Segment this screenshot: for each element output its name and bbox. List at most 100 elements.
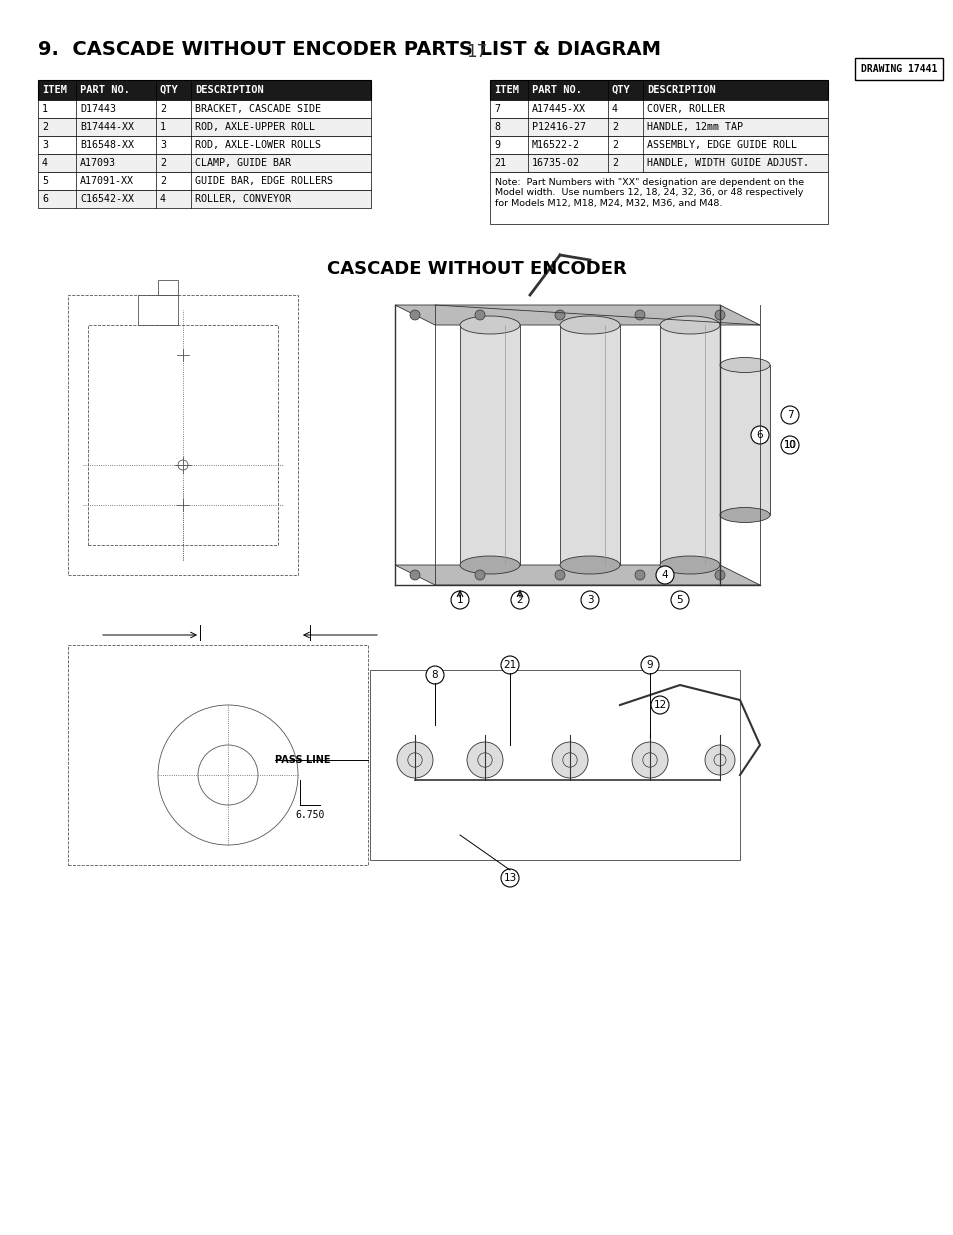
Text: M16522-2: M16522-2 — [532, 140, 579, 149]
Text: HANDLE, 12mm TAP: HANDLE, 12mm TAP — [646, 122, 742, 132]
Circle shape — [396, 742, 433, 778]
Text: 16735-02: 16735-02 — [532, 158, 579, 168]
Text: 3: 3 — [160, 140, 166, 149]
Circle shape — [555, 571, 564, 580]
Circle shape — [635, 310, 644, 320]
Circle shape — [650, 697, 668, 714]
Text: PART NO.: PART NO. — [532, 85, 581, 95]
Text: A17091-XX: A17091-XX — [80, 177, 133, 186]
Text: 1: 1 — [456, 595, 463, 605]
Bar — [38, 136, 371, 154]
Text: 13: 13 — [503, 873, 517, 883]
Text: 3: 3 — [42, 140, 48, 149]
Circle shape — [467, 742, 502, 778]
Circle shape — [500, 869, 518, 887]
Text: 2: 2 — [612, 158, 618, 168]
Text: PASS LINE: PASS LINE — [274, 755, 330, 764]
Bar — [490, 136, 827, 154]
Bar — [38, 172, 371, 190]
Text: QTY: QTY — [160, 85, 178, 95]
Text: DESCRIPTION: DESCRIPTION — [194, 85, 263, 95]
Circle shape — [552, 742, 587, 778]
Circle shape — [555, 310, 564, 320]
Text: COVER, ROLLER: COVER, ROLLER — [646, 104, 724, 114]
Text: HANDLE, WIDTH GUIDE ADJUST.: HANDLE, WIDTH GUIDE ADJUST. — [646, 158, 808, 168]
Circle shape — [635, 571, 644, 580]
Bar — [490, 80, 827, 100]
Circle shape — [781, 436, 799, 454]
Text: 7: 7 — [494, 104, 499, 114]
Bar — [854, 58, 942, 80]
Circle shape — [631, 742, 667, 778]
Text: ITEM: ITEM — [42, 85, 67, 95]
Text: 10: 10 — [783, 440, 796, 450]
Circle shape — [475, 310, 484, 320]
Text: 2: 2 — [160, 177, 166, 186]
Bar — [88, 325, 277, 545]
Bar — [559, 325, 619, 564]
Ellipse shape — [459, 556, 519, 574]
Text: CLAMP, GUIDE BAR: CLAMP, GUIDE BAR — [194, 158, 291, 168]
Bar — [659, 325, 720, 564]
Text: 3: 3 — [586, 595, 593, 605]
Circle shape — [714, 571, 724, 580]
Text: 2: 2 — [517, 595, 523, 605]
Circle shape — [475, 571, 484, 580]
Circle shape — [451, 592, 469, 609]
Text: 9: 9 — [646, 659, 653, 671]
Bar — [490, 100, 827, 119]
Ellipse shape — [559, 556, 619, 574]
Bar — [38, 190, 371, 207]
Bar — [68, 645, 368, 864]
Text: 1: 1 — [42, 104, 48, 114]
Circle shape — [714, 310, 724, 320]
Bar — [38, 119, 371, 136]
Text: PART NO.: PART NO. — [80, 85, 130, 95]
Circle shape — [640, 656, 659, 674]
Bar — [68, 295, 297, 576]
Bar — [158, 280, 178, 295]
Text: 8: 8 — [432, 671, 437, 680]
Text: 4: 4 — [661, 571, 668, 580]
Text: 1: 1 — [160, 122, 166, 132]
Text: 4: 4 — [160, 194, 166, 204]
Ellipse shape — [720, 508, 769, 522]
Text: 5: 5 — [676, 595, 682, 605]
Circle shape — [670, 592, 688, 609]
Text: ROLLER, CONVEYOR: ROLLER, CONVEYOR — [194, 194, 291, 204]
Circle shape — [704, 745, 734, 776]
Bar — [720, 366, 769, 515]
Polygon shape — [395, 564, 760, 585]
Circle shape — [410, 310, 419, 320]
Circle shape — [426, 666, 443, 684]
Text: 10: 10 — [782, 440, 796, 450]
Text: ITEM: ITEM — [494, 85, 518, 95]
Text: 4: 4 — [612, 104, 618, 114]
Text: 8: 8 — [494, 122, 499, 132]
Bar — [490, 154, 827, 172]
Bar — [490, 119, 827, 136]
Text: 9.  CASCADE WITHOUT ENCODER PARTS LIST & DIAGRAM: 9. CASCADE WITHOUT ENCODER PARTS LIST & … — [38, 40, 660, 59]
Text: B16548-XX: B16548-XX — [80, 140, 133, 149]
Text: 6.750: 6.750 — [295, 810, 324, 820]
Text: 6: 6 — [756, 430, 762, 440]
Text: 5: 5 — [42, 177, 48, 186]
Bar — [38, 80, 371, 100]
Text: A17093: A17093 — [80, 158, 116, 168]
Text: C16542-XX: C16542-XX — [80, 194, 133, 204]
Text: ROD, AXLE-UPPER ROLL: ROD, AXLE-UPPER ROLL — [194, 122, 314, 132]
Circle shape — [656, 566, 673, 584]
Circle shape — [511, 592, 529, 609]
Circle shape — [781, 406, 799, 424]
Text: 2: 2 — [42, 122, 48, 132]
Text: 6: 6 — [42, 194, 48, 204]
Ellipse shape — [459, 316, 519, 333]
Bar — [459, 325, 519, 564]
Text: 17: 17 — [466, 43, 487, 61]
Text: DRAWING 17441: DRAWING 17441 — [860, 64, 936, 74]
Text: 12: 12 — [653, 700, 666, 710]
Bar — [38, 154, 371, 172]
Text: BRACKET, CASCADE SIDE: BRACKET, CASCADE SIDE — [194, 104, 320, 114]
Ellipse shape — [659, 316, 720, 333]
Text: 21: 21 — [494, 158, 505, 168]
